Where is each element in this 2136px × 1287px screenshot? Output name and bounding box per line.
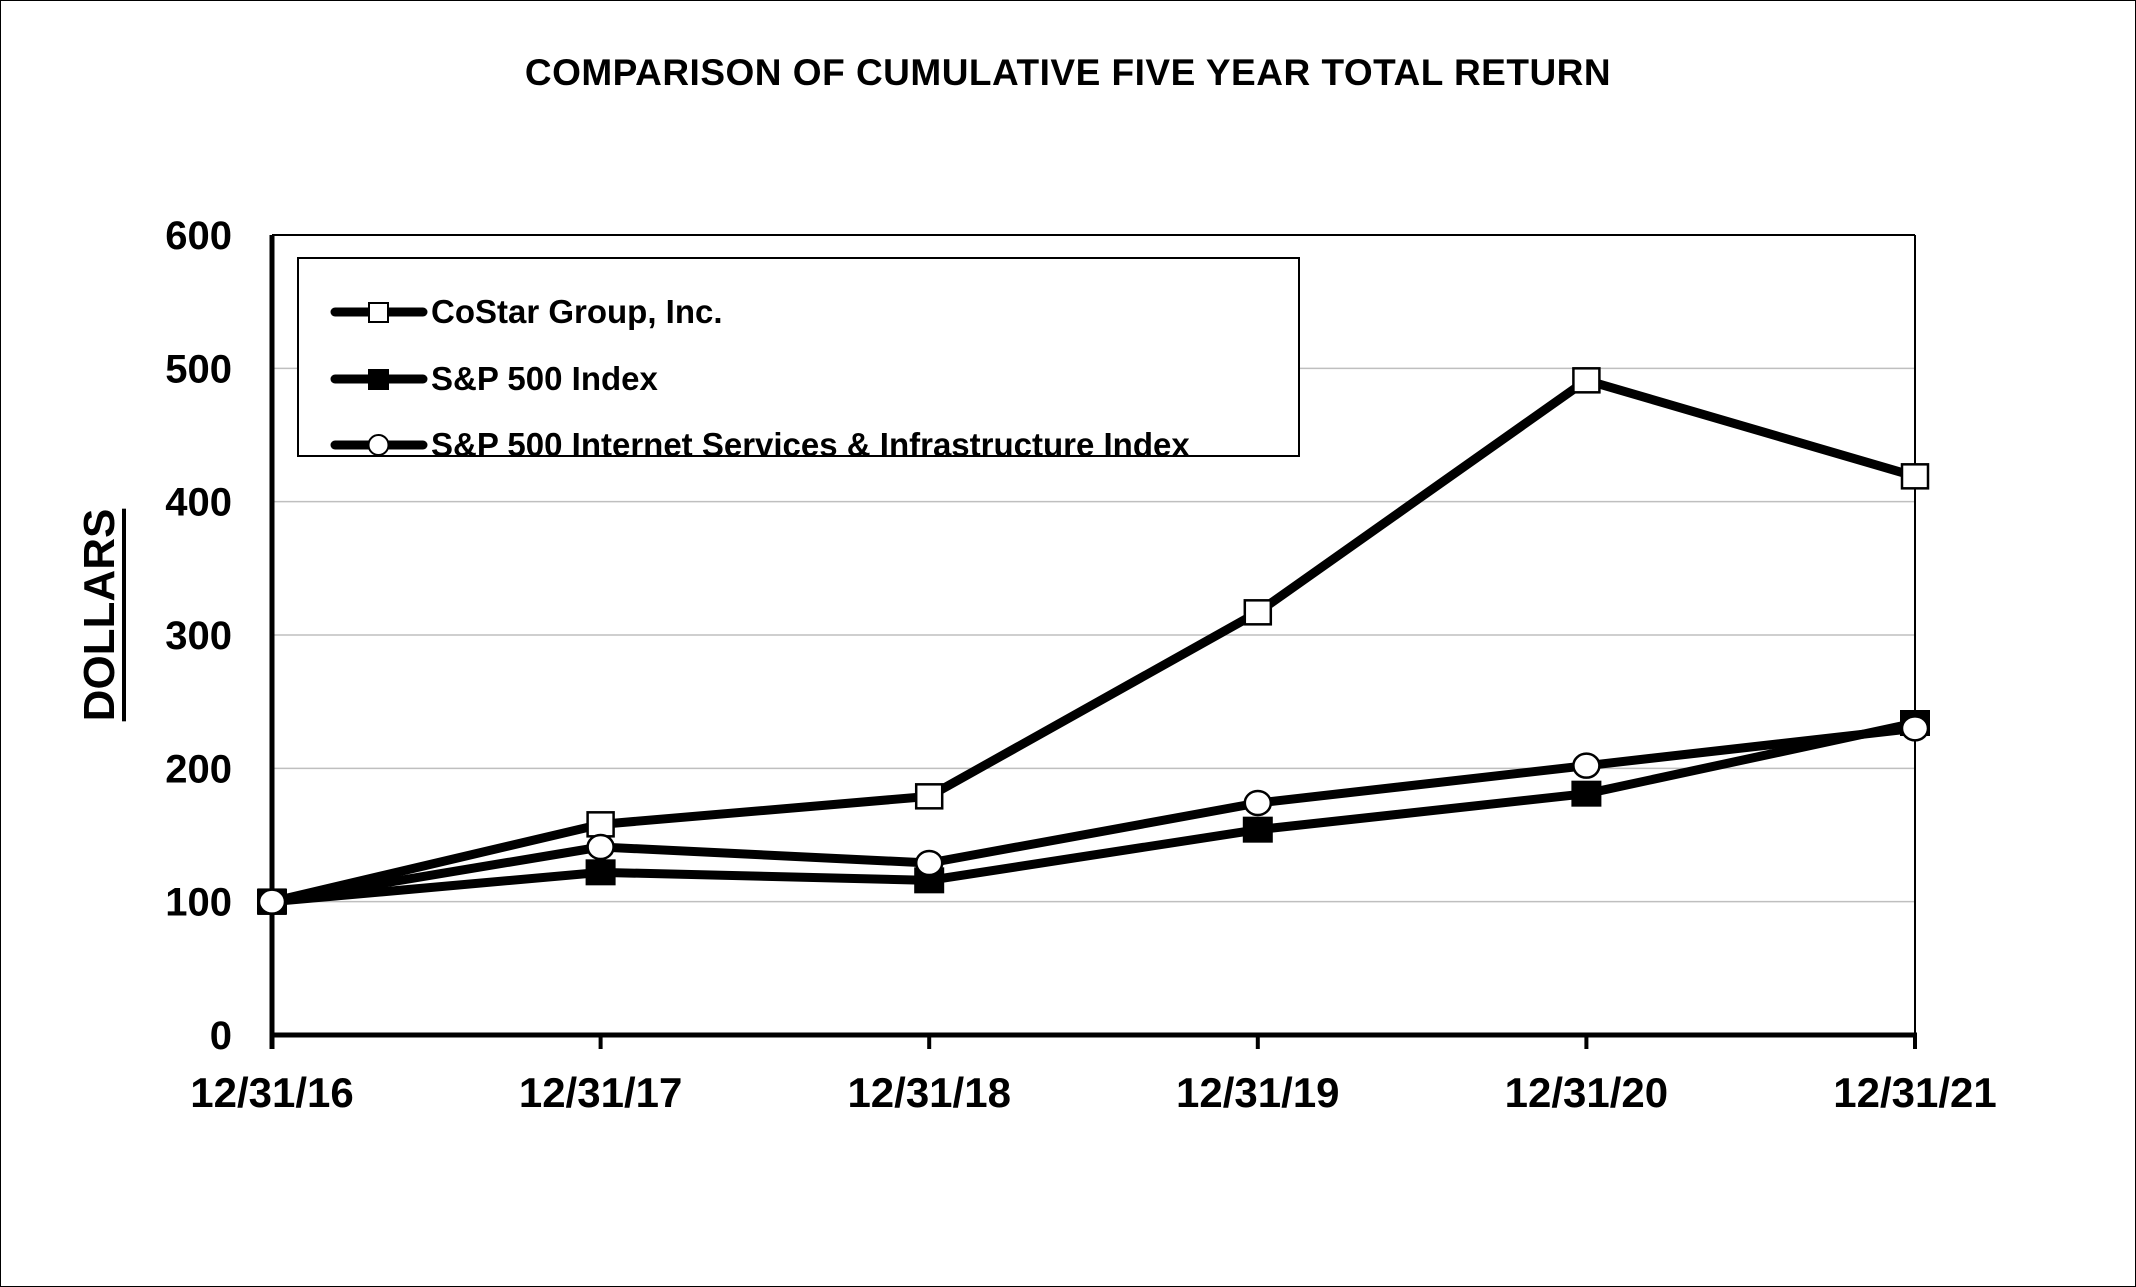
open-circle-marker-icon [257, 888, 287, 915]
legend: CoStar Group, Inc. S&P 500 Index S&P 500… [297, 257, 1300, 463]
series-line [271, 718, 1916, 907]
y-tick-label: 200 [165, 747, 232, 791]
series-line [270, 375, 1917, 907]
open-square-marker-icon [329, 292, 429, 332]
legend-label: S&P 500 Internet Services & Infrastructu… [431, 426, 1190, 463]
x-tick-label: 12/31/18 [847, 1069, 1011, 1116]
filled-square-marker-icon [1571, 780, 1602, 807]
x-tick-label: 12/31/16 [190, 1069, 354, 1116]
open-circle-marker-icon [1900, 715, 1930, 742]
legend-label: CoStar Group, Inc. [431, 293, 723, 330]
series-line [271, 723, 1916, 907]
y-tick-label: 600 [165, 214, 232, 258]
x-tick-label: 12/31/19 [1176, 1069, 1340, 1116]
open-square-marker-icon [914, 783, 944, 810]
filled-square-marker-icon [585, 859, 616, 886]
y-tick-label: 400 [165, 481, 232, 525]
y-tick-label: 0 [210, 1014, 232, 1058]
open-circle-marker-icon [1243, 789, 1273, 817]
x-tick-label: 12/31/17 [519, 1069, 683, 1116]
chart-title: COMPARISON OF CUMULATIVE FIVE YEAR TOTAL… [524, 52, 1612, 93]
open-square-marker-icon [586, 811, 615, 838]
x-tick-label: 12/31/20 [1505, 1069, 1669, 1116]
legend-item-internet-index: S&P 500 Internet Services & Infrastructu… [329, 425, 1190, 465]
y-tick-label: 300 [165, 614, 232, 658]
legend-item-costar: CoStar Group, Inc. [329, 292, 723, 332]
y-tick-label: 500 [165, 347, 232, 391]
open-square-marker-icon [1900, 463, 1930, 490]
open-square-marker-icon [1243, 599, 1273, 626]
x-tick-label: 12/31/21 [1833, 1069, 1997, 1116]
y-tick-label: 100 [165, 881, 232, 925]
filled-square-marker-icon [1242, 816, 1273, 843]
legend-label: S&P 500 Index [431, 360, 658, 397]
legend-item-sp500: S&P 500 Index [329, 359, 658, 399]
open-circle-marker-icon [1572, 752, 1601, 779]
open-square-marker-icon [1572, 367, 1601, 394]
filled-square-marker-icon [329, 359, 429, 399]
open-circle-marker-icon [329, 425, 429, 465]
open-circle-marker-icon [586, 833, 615, 861]
open-circle-marker-icon [914, 849, 944, 877]
